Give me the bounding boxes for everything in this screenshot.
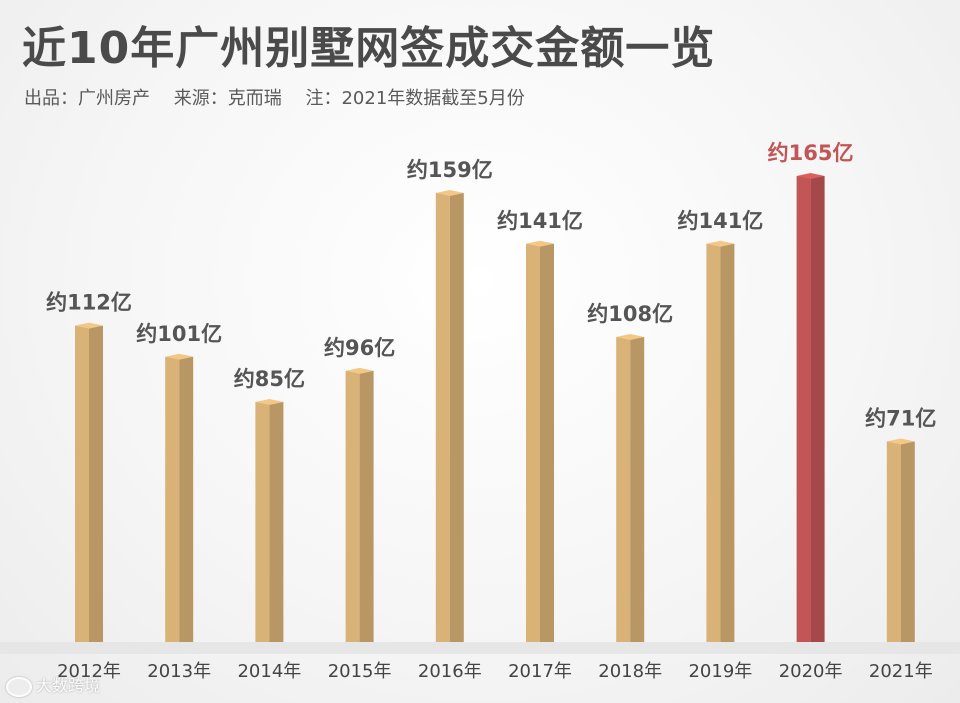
bar-5 bbox=[435, 189, 464, 643]
bar-left-face bbox=[255, 401, 270, 642]
bar-left-face bbox=[886, 441, 901, 642]
bar-top-cap bbox=[435, 189, 464, 196]
x-tick-label: 2020年 bbox=[779, 661, 843, 682]
x-tick-label: 2021年 bbox=[869, 661, 933, 682]
bar-top-cap bbox=[796, 173, 825, 179]
bar-right-face bbox=[810, 176, 825, 642]
bar-top-cap bbox=[706, 240, 735, 247]
bar-top-cap bbox=[255, 398, 284, 405]
data-label: 约108亿 bbox=[587, 302, 673, 326]
bar-top-cap bbox=[526, 240, 554, 247]
chart-title: 近10年广州别墅网签成交金额一览 bbox=[22, 23, 716, 74]
bar-left-face bbox=[345, 370, 360, 642]
x-tick-label: 2018年 bbox=[598, 661, 662, 682]
bar-2 bbox=[165, 353, 194, 642]
data-label: 约159亿 bbox=[407, 158, 493, 182]
bar-top-cap bbox=[616, 333, 645, 340]
bar-1 bbox=[75, 322, 103, 642]
x-tick-label: 2013年 bbox=[147, 661, 211, 682]
x-tick-label: 2016年 bbox=[418, 661, 482, 682]
bar-9 bbox=[796, 173, 825, 642]
chart-floor bbox=[0, 642, 960, 654]
bar-top-cap bbox=[886, 438, 915, 445]
data-label: 约165亿 bbox=[768, 141, 854, 165]
bar-left-face bbox=[526, 243, 540, 643]
data-label: 约141亿 bbox=[677, 209, 763, 233]
bar-top-cap bbox=[345, 367, 374, 374]
data-label: 约101亿 bbox=[136, 322, 222, 346]
x-tick-label: 2017年 bbox=[508, 661, 572, 682]
x-tick-label: 2014年 bbox=[237, 661, 301, 682]
watermark-text: 大数跨境 bbox=[36, 676, 101, 695]
bar-right-face bbox=[179, 356, 194, 642]
bar-4 bbox=[345, 367, 374, 642]
bar-left-face bbox=[165, 356, 180, 642]
x-tick-label: 2019年 bbox=[688, 661, 752, 682]
bar-6 bbox=[526, 240, 554, 643]
bar-7 bbox=[616, 333, 645, 642]
bar-top-cap bbox=[75, 322, 103, 329]
data-label: 约85亿 bbox=[234, 367, 305, 391]
chart-subtitle: 出品：广州房产 来源：克而瑞 注：2021年数据截至5月份 bbox=[24, 84, 543, 110]
bar-right-face bbox=[359, 370, 374, 642]
bar-right-face bbox=[269, 401, 284, 642]
bar-left-face bbox=[616, 336, 631, 642]
bar-right-face bbox=[900, 441, 915, 642]
source-label: 出品：广州房产 bbox=[24, 88, 150, 109]
bar-right-face bbox=[449, 192, 464, 643]
watermark: 大数跨境 bbox=[6, 672, 100, 697]
x-tick-label: 2015年 bbox=[328, 661, 392, 682]
bar-right-face bbox=[630, 336, 645, 642]
data-label: 约112亿 bbox=[46, 291, 132, 315]
x-tick-label: 2012年 bbox=[57, 661, 121, 682]
note-label: 注：2021年数据截至5月份 bbox=[305, 88, 525, 109]
bar-left-face bbox=[75, 325, 89, 642]
bar-top-cap bbox=[165, 353, 194, 360]
data-label: 约71亿 bbox=[865, 406, 936, 430]
data-label: 约96亿 bbox=[324, 336, 395, 360]
bar-left-face bbox=[435, 192, 450, 643]
bar-8 bbox=[706, 240, 735, 643]
bar-left-face bbox=[796, 176, 811, 642]
origin-label: 来源：克而瑞 bbox=[173, 88, 282, 109]
bar-right-face bbox=[89, 325, 103, 642]
watermark-logo-icon bbox=[6, 676, 32, 697]
bar-3 bbox=[255, 398, 284, 642]
data-label: 约141亿 bbox=[497, 209, 583, 233]
bar-10 bbox=[886, 438, 915, 642]
bar-left-face bbox=[706, 243, 721, 643]
bar-right-face bbox=[540, 243, 554, 643]
bar-right-face bbox=[720, 243, 735, 643]
